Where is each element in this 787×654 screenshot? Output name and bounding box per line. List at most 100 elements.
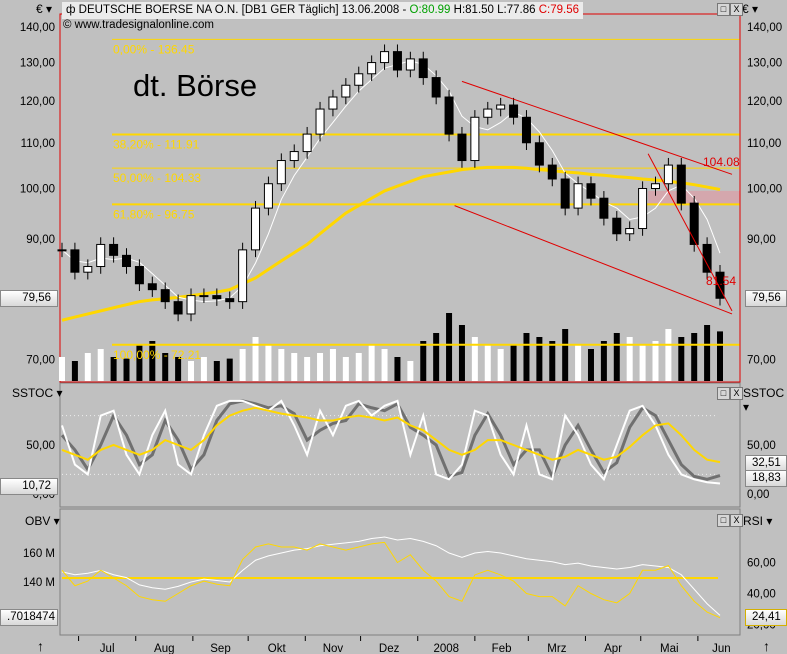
rsi-badge-right: 24,41 — [745, 609, 787, 626]
fibonacci-label: 50,00% - 104.33 — [113, 171, 201, 185]
rsi-right-menu[interactable]: RSI ▾ — [743, 514, 773, 528]
candle-body — [612, 217, 622, 235]
low-value: L:77.86 — [497, 4, 536, 16]
volume-bar — [587, 349, 594, 381]
volume-bar — [239, 349, 246, 381]
scroll-left-arrow-icon[interactable]: ↑ — [37, 638, 44, 654]
volume-bar — [200, 357, 207, 381]
trendline-label: 104.08 — [703, 155, 740, 169]
month-label: Jul — [100, 643, 115, 654]
candle-body — [715, 271, 725, 299]
sstoc-axis-label-right: 0,00 — [747, 489, 769, 501]
obv-maximize-button[interactable]: □ — [717, 514, 730, 527]
volume-bar — [368, 345, 375, 381]
candle-body — [134, 266, 144, 285]
volume-bar — [110, 357, 117, 381]
candle-body — [470, 116, 480, 162]
price-axis-label-right: 90,00 — [747, 234, 776, 246]
candle-body — [547, 164, 557, 180]
volume-bar — [97, 349, 104, 381]
month-label: Jun — [712, 643, 731, 654]
candle-body — [702, 243, 712, 273]
close-button[interactable]: X — [730, 3, 743, 16]
obv-close-button[interactable]: X — [730, 514, 743, 527]
volume-bar — [665, 329, 672, 381]
sstoc-maximize-button[interactable]: □ — [717, 387, 730, 400]
obv-axis-label: 140 M — [23, 577, 55, 589]
volume-bar — [717, 331, 723, 381]
sstoc-slow-line — [61, 406, 721, 464]
volume-bar — [549, 341, 556, 381]
volume-bar — [446, 313, 453, 381]
month-label: Feb — [492, 643, 512, 654]
obv-left-menu[interactable]: OBV ▾ — [25, 514, 60, 528]
candle-body — [457, 133, 467, 162]
volume-bar — [381, 349, 388, 381]
main-left-axis-menu[interactable]: € ▾ — [36, 2, 53, 16]
obv-line — [61, 536, 721, 616]
sstoc-close-button[interactable]: X — [730, 387, 743, 400]
candle-body — [392, 51, 402, 71]
price-axis-label-right: 70,00 — [747, 355, 776, 367]
candle-body — [663, 164, 673, 185]
sstoc-badge-left: 10,72 — [0, 478, 58, 495]
sstoc-left-menu[interactable]: SSTOC ▾ — [12, 386, 63, 400]
volume-bar — [59, 357, 65, 381]
volume-bar — [265, 345, 272, 381]
fibonacci-label: 38,20% - 111.91 — [113, 137, 200, 151]
main-right-axis-menu[interactable]: € ▾ — [742, 2, 759, 16]
candle-body — [160, 289, 170, 303]
candle-body — [83, 266, 93, 273]
volume-bar — [278, 349, 285, 381]
volume-bar — [575, 345, 582, 381]
candle-body — [199, 295, 209, 298]
candle-body — [599, 197, 609, 219]
price-axis-label-right: 120,00 — [747, 96, 782, 108]
volume-bar — [433, 333, 440, 381]
price-badge-left: 79,56 — [0, 290, 58, 307]
candle-body — [147, 283, 157, 291]
high-value: H:81.50 — [453, 4, 494, 16]
candle-body — [534, 142, 544, 166]
price-badge-right: 79,56 — [745, 290, 787, 307]
candle-body — [328, 96, 338, 110]
candle-body — [263, 183, 273, 209]
open-value: O:80.99 — [409, 4, 451, 16]
fibonacci-label: 100,00% - 72.21 — [113, 348, 201, 362]
candle-body — [573, 183, 583, 209]
candle-body — [560, 178, 570, 209]
candle-body — [225, 298, 235, 303]
scroll-right-arrow-icon[interactable]: ↑ — [763, 638, 770, 654]
volume-bar — [329, 349, 336, 381]
candle-body — [341, 84, 351, 98]
chart-header: ф DEUTSCHE BOERSE NA O.N. [DB1 GER Tägli… — [62, 2, 583, 19]
volume-bar — [407, 361, 414, 381]
instrument-title: DEUTSCHE BOERSE NA O.N. [DB1 GER Täglich… — [78, 4, 410, 16]
candle-body — [315, 108, 325, 135]
chart-title: dt. Börse — [133, 68, 258, 103]
maximize-button[interactable]: □ — [717, 3, 730, 16]
price-axis-label-right: 140,00 — [747, 22, 782, 34]
volume-bar — [562, 329, 569, 381]
fibonacci-label: 0,00% - 136.45 — [113, 42, 195, 56]
volume-bar — [678, 337, 685, 381]
volume-bar — [123, 358, 130, 381]
month-label: Mrz — [547, 643, 566, 654]
volume-bar — [536, 337, 543, 381]
sstoc-right-menu[interactable]: SSTOC ▾ — [743, 386, 785, 414]
obv-badge-left: .7018474 — [0, 609, 58, 626]
sstoc-badge-right-1: 32,51 — [745, 455, 787, 472]
candle-body — [276, 160, 286, 185]
candle-body — [57, 249, 67, 252]
candle-body — [122, 254, 132, 268]
candle-body — [380, 51, 390, 64]
month-label: Nov — [323, 643, 344, 654]
volume-bar — [252, 337, 259, 381]
sstoc-badge-right-2: 18,83 — [745, 470, 787, 487]
price-axis-label-left: 110,00 — [21, 138, 55, 150]
trendline — [647, 153, 733, 312]
candle-body — [444, 96, 454, 135]
volume-bar — [691, 333, 698, 381]
candle-body — [676, 164, 686, 204]
